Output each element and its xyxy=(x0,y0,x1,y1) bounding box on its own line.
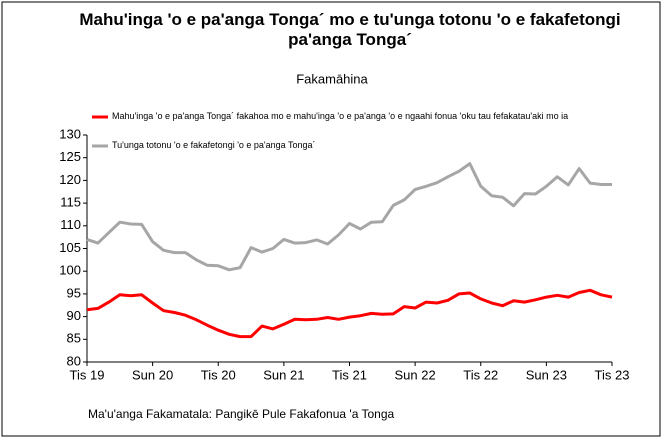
x-tick-label: Tis 23 xyxy=(595,367,630,382)
y-tick-label: 105 xyxy=(59,240,81,255)
x-tick-label: Sun 21 xyxy=(263,367,304,382)
title-box: Mahu'inga 'o e pa'anga Tonga´ mo e tu'un… xyxy=(79,10,621,49)
legend-label: Tu'unga totonu 'o e fakafetongi 'o e pa'… xyxy=(112,140,316,150)
y-tick-label: 95 xyxy=(67,285,81,300)
y-tick-label: 100 xyxy=(59,263,81,278)
source: Ma'u'anga Fakamatala: Pangikē Pule Fakaf… xyxy=(88,407,395,421)
x-tick-label: Tis 20 xyxy=(201,367,236,382)
y-tick-label: 120 xyxy=(59,172,81,187)
x-tick-label: Tis 21 xyxy=(332,367,367,382)
x-tick-label: Tis 22 xyxy=(463,367,498,382)
x-tick-label: Tis 19 xyxy=(70,367,105,382)
chart-title: Mahu'inga 'o e pa'anga Tonga´ mo e tu'un… xyxy=(79,10,621,49)
series-line xyxy=(86,162,612,272)
legend-box: Mahu'inga 'o e pa'anga Tonga´ fakahoa mo… xyxy=(112,111,569,121)
y-tick-label: 115 xyxy=(60,195,81,210)
series-line xyxy=(86,288,613,339)
y-tick-label: 90 xyxy=(67,308,81,323)
legend-label: Mahu'inga 'o e pa'anga Tonga´ fakahoa mo… xyxy=(112,111,569,121)
y-tick-label: 110 xyxy=(60,217,81,232)
x-tick-label: Sun 23 xyxy=(526,367,567,382)
chart-subtitle: Fakamāhina xyxy=(296,71,368,86)
x-tick-label: Sun 22 xyxy=(395,367,436,382)
y-tick-label: 125 xyxy=(59,149,81,164)
y-tick-label: 130 xyxy=(59,126,81,141)
y-tick-label: 85 xyxy=(67,331,81,346)
y-tick-label: 80 xyxy=(67,353,81,368)
legend-box: Tu'unga totonu 'o e fakafetongi 'o e pa'… xyxy=(112,140,316,150)
x-tick-label: Sun 20 xyxy=(132,367,173,382)
